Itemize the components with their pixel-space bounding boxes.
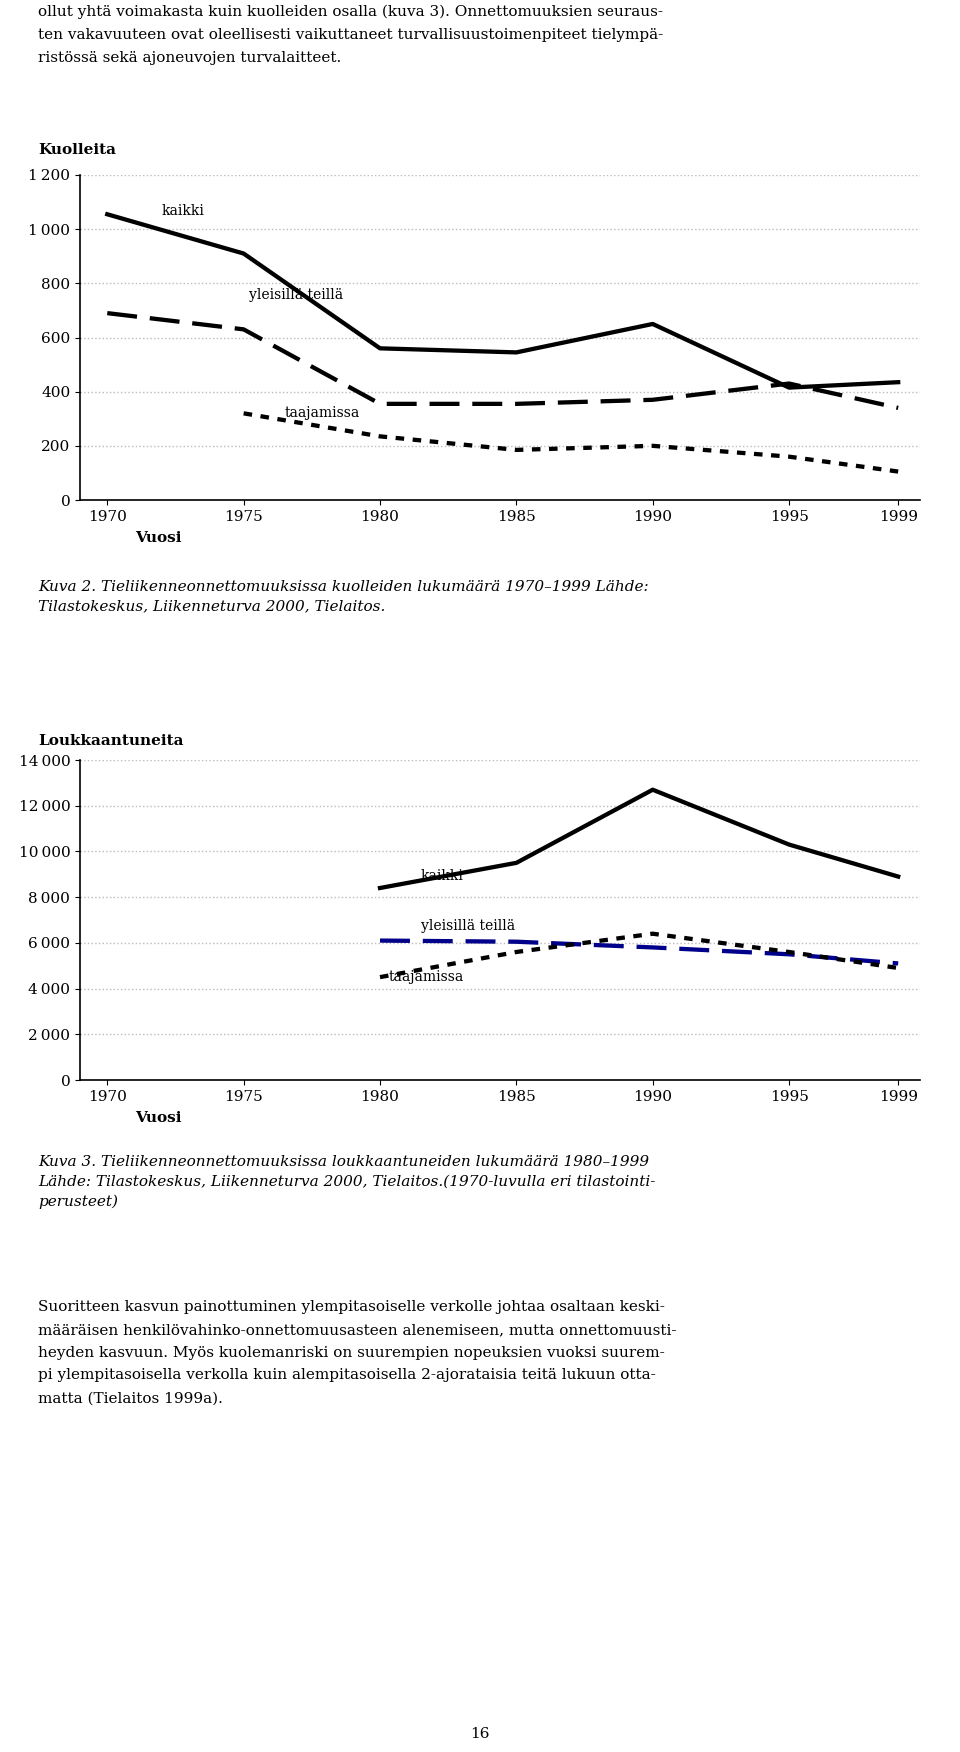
Text: kaikki: kaikki xyxy=(420,869,464,883)
Text: Kuolleita: Kuolleita xyxy=(38,144,116,158)
Text: yleisillä teillä: yleisillä teillä xyxy=(420,918,515,932)
Text: Kuva 2. Tieliikenneonnettomuuksissa kuolleiden lukumäärä 1970–1999 Lähde:
Tilast: Kuva 2. Tieliikenneonnettomuuksissa kuol… xyxy=(38,580,649,613)
Text: Vuosi: Vuosi xyxy=(134,531,181,545)
Text: kaikki: kaikki xyxy=(162,205,204,219)
Text: taajamissa: taajamissa xyxy=(284,406,360,420)
Text: ollut yhtä voimakasta kuin kuolleiden osalla (kuva 3). Onnettomuuksien seuraus-
: ollut yhtä voimakasta kuin kuolleiden os… xyxy=(38,5,663,65)
Text: 16: 16 xyxy=(470,1727,490,1741)
Text: Vuosi: Vuosi xyxy=(134,1111,181,1125)
Text: taajamissa: taajamissa xyxy=(388,971,464,985)
Text: Kuva 3. Tieliikenneonnettomuuksissa loukkaantuneiden lukumäärä 1980–1999
Lähde: : Kuva 3. Tieliikenneonnettomuuksissa louk… xyxy=(38,1155,656,1209)
Text: yleisillä teillä: yleisillä teillä xyxy=(249,289,344,303)
Text: Suoritteen kasvun painottuminen ylempitasoiselle verkolle johtaa osaltaan keski-: Suoritteen kasvun painottuminen ylempita… xyxy=(38,1300,677,1405)
Text: Loukkaantuneita: Loukkaantuneita xyxy=(38,734,184,748)
